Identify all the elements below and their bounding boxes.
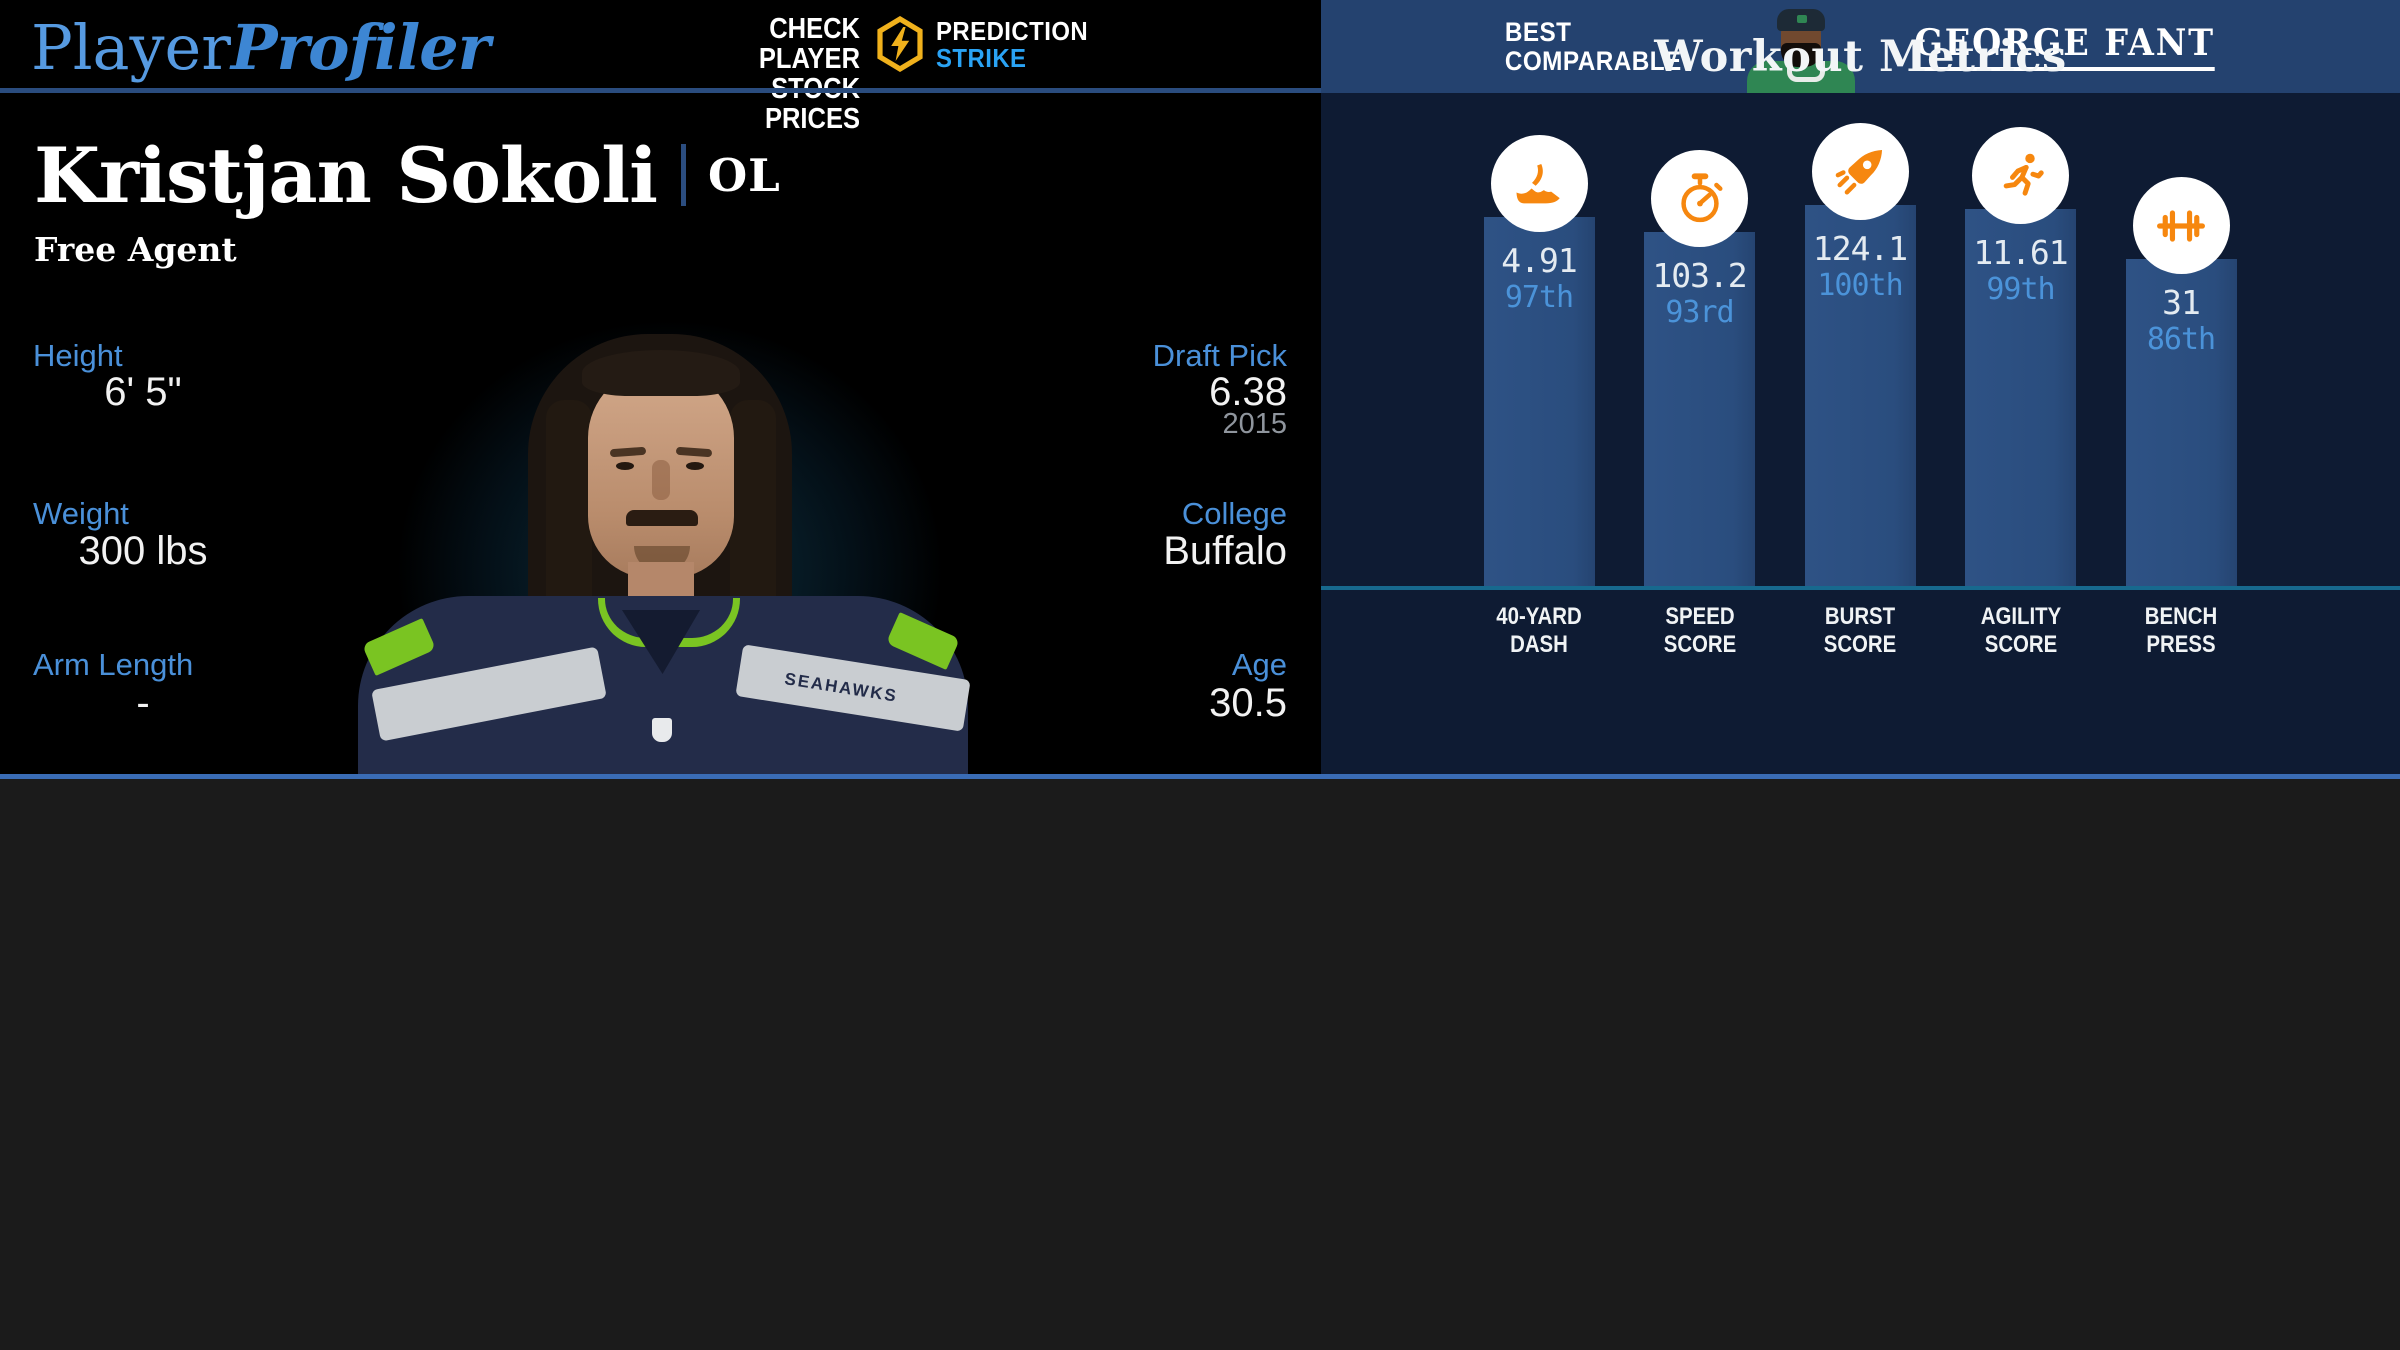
stat-label: Arm Length [33, 647, 194, 682]
logo-text-profiler: Profiler [230, 11, 491, 84]
metric-label: SPEED SCORE [1663, 603, 1736, 658]
comparable-player-avatar[interactable] [1745, 5, 1857, 93]
stopwatch-circle [1651, 150, 1748, 247]
stock-cta-line2: STOCK PRICES [764, 73, 860, 135]
metric-percentile: 100th [1817, 268, 1903, 303]
logo-text-player: Player [31, 11, 231, 84]
header-divider-line [0, 88, 1321, 93]
runner-icon [1994, 149, 2048, 203]
rocket-circle [1811, 123, 1909, 220]
stat-label: College [1181, 496, 1287, 531]
workout-bar [1965, 209, 2076, 589]
prediction-strike-brand: PREDICTION STRIKE [936, 18, 1088, 72]
brand-strike: STRIKE [936, 43, 1027, 73]
nfl-shield-icon [652, 718, 672, 742]
shoe-icon [1512, 157, 1566, 211]
metric-percentile: 93rd [1665, 295, 1734, 330]
position-divider [680, 144, 686, 206]
metric-percentile: 99th [1986, 272, 2055, 307]
stat-label: Draft Pick [1152, 338, 1287, 373]
chart-baseline [1321, 586, 2400, 590]
workout-bar [2125, 259, 2237, 589]
runner-circle [1972, 127, 2069, 224]
player-panel: PlayerProfiler CHECK PLAYER STOCK PRICES… [0, 0, 1321, 774]
stock-cta-line1: CHECK PLAYER [758, 13, 860, 75]
metric-percentile: 97th [1504, 280, 1574, 315]
workout-bar [1644, 232, 1755, 589]
metric-label: 40-YARD DASH [1496, 603, 1582, 658]
site-logo[interactable]: PlayerProfiler [31, 16, 490, 80]
workout-panel: BEST COMPARABLE GEORGE FANT Workout Metr… [1321, 0, 2400, 774]
barbell-circle [2132, 177, 2230, 274]
player-team-status: Free Agent [34, 230, 237, 269]
player-photo: SEAHAWKS [310, 310, 1030, 774]
brand-prediction: PREDICTION [936, 16, 1089, 46]
stat-value: - [136, 681, 150, 725]
stat-label: Height [33, 338, 123, 373]
stat-value: Buffalo [1163, 529, 1287, 573]
workout-bar [1483, 217, 1595, 589]
rocket-icon [1833, 145, 1887, 199]
best-comparable-bar: BEST COMPARABLE GEORGE FANT [1321, 0, 2400, 93]
metric-label: BENCH PRESS [2144, 603, 2218, 658]
metric-value: 4.91 [1501, 241, 1577, 280]
metric-value: 11.61 [1973, 233, 2068, 272]
workout-bar [1804, 205, 1916, 589]
metric-value: 103.2 [1652, 256, 1747, 295]
stat-value: 6.38 [1209, 370, 1287, 414]
stat-sub: 2015 [1222, 408, 1287, 440]
metric-value: 124.1 [1812, 229, 1908, 268]
player-position: OL [707, 148, 781, 202]
player-name-row: Kristjan Sokoli OL [34, 130, 781, 220]
stat-value: 6' 5" [104, 370, 182, 414]
metric-percentile: 86th [2146, 322, 2216, 357]
stopwatch-icon [1673, 172, 1727, 226]
stat-label: Weight [33, 496, 129, 531]
shoe-circle [1490, 135, 1588, 232]
metric-label: BURST SCORE [1823, 603, 1897, 658]
stat-value: 300 lbs [78, 529, 208, 573]
metric-label: AGILITY SCORE [1980, 603, 2061, 658]
prediction-strike-cta[interactable]: CHECK PLAYER STOCK PRICES PREDICTION STR… [660, 14, 1101, 134]
stock-cta-text: CHECK PLAYER STOCK PRICES [684, 14, 860, 134]
workout-metrics-title: Workout Metrics [1654, 32, 2067, 82]
stat-value: 30.5 [1209, 681, 1287, 725]
best-comparable-label: BEST COMPARABLE [1504, 16, 1682, 76]
stat-label: Age [1231, 647, 1287, 682]
player-name: Kristjan Sokoli [34, 130, 658, 220]
top-section: PlayerProfiler CHECK PLAYER STOCK PRICES… [0, 0, 2400, 779]
barbell-icon [2154, 199, 2208, 253]
comparable-player-link[interactable]: GEORGE FANT [1914, 22, 2216, 71]
lightning-hexagon-icon [876, 15, 924, 74]
metric-value: 31 [2162, 283, 2201, 322]
